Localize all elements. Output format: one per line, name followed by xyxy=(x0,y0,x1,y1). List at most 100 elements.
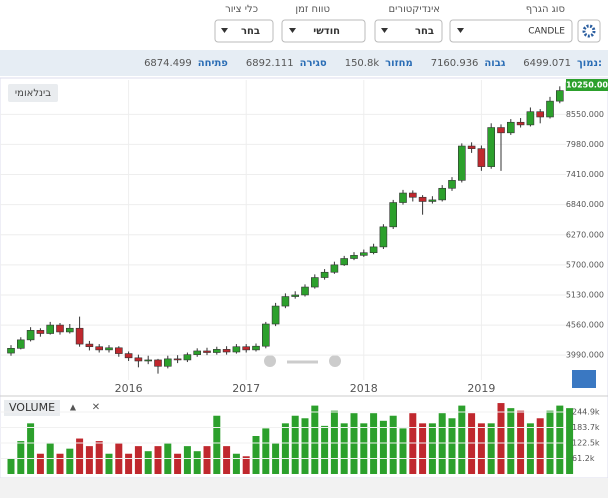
candle-body xyxy=(536,111,545,118)
info-label: נמוך: xyxy=(577,58,602,69)
candle-body xyxy=(252,345,260,351)
dropdown-value: חודשי xyxy=(313,26,340,37)
candle-body xyxy=(418,196,427,202)
dropdown[interactable] xyxy=(449,19,573,43)
volume-bar xyxy=(350,413,358,474)
volume-bar xyxy=(242,456,250,474)
fullscreen-button[interactable] xyxy=(572,370,596,388)
info-label: סגירה xyxy=(300,58,327,69)
y-tick-label: 4560.000 xyxy=(566,321,604,330)
dropdown-value: CANDLE xyxy=(528,27,565,37)
volume-bar xyxy=(105,453,113,474)
candle-body xyxy=(232,346,241,353)
x-tick-label: 2019 xyxy=(467,382,495,395)
arrow xyxy=(457,28,464,33)
dropdown[interactable] xyxy=(374,19,443,43)
volume-bar xyxy=(7,458,15,474)
dropdown[interactable] xyxy=(281,19,366,43)
zoom-out[interactable] xyxy=(264,355,276,367)
volume-bar xyxy=(193,451,201,474)
candle-body xyxy=(320,271,329,278)
x-tick-label: 2018 xyxy=(350,382,378,395)
volume-bar xyxy=(17,441,25,474)
candle-body xyxy=(124,353,133,359)
candle-body xyxy=(389,202,398,228)
label: טווח זמן xyxy=(295,4,330,15)
settings-button[interactable] xyxy=(577,19,601,43)
volume-bar xyxy=(330,410,338,474)
label: כלי ציור xyxy=(225,4,258,15)
candle-body xyxy=(369,246,378,254)
candle-body xyxy=(261,323,270,347)
volume-bar xyxy=(399,428,407,474)
info-value: 6892.111 xyxy=(246,58,294,69)
volume-bar xyxy=(468,413,476,474)
candle-body xyxy=(448,180,456,189)
volume-bar xyxy=(428,423,436,474)
zoom-in[interactable] xyxy=(329,355,341,367)
volume-bar xyxy=(546,410,554,474)
volume-bar xyxy=(125,453,133,474)
volume-bar xyxy=(497,403,505,474)
volume-bar xyxy=(281,423,289,474)
volume-bar xyxy=(27,423,35,474)
volume-bar xyxy=(458,405,466,474)
candle-body xyxy=(379,226,388,248)
dropdown[interactable] xyxy=(214,19,274,43)
volume-bar xyxy=(419,423,427,474)
candle-body xyxy=(487,127,496,167)
y-tick-label: 5700.000 xyxy=(566,260,604,269)
volume-bar xyxy=(536,418,544,474)
candle-body xyxy=(281,296,290,307)
volume-bar xyxy=(566,408,574,474)
x-tick-label: 2016 xyxy=(115,382,143,395)
volume-bar xyxy=(487,423,495,474)
volume-bar xyxy=(85,446,93,474)
info-bar xyxy=(0,50,608,76)
y-tick-label: 6840.000 xyxy=(566,200,604,209)
candle-body xyxy=(16,339,25,349)
candle-body xyxy=(7,348,15,354)
candle-body xyxy=(95,346,103,351)
candle-body xyxy=(134,357,143,362)
volume-bar xyxy=(311,405,319,474)
candle-body xyxy=(173,358,182,361)
candle-body xyxy=(271,305,280,325)
y-tick-label: 5130.000 xyxy=(566,290,604,299)
arrow xyxy=(221,28,228,33)
candle-body xyxy=(526,111,535,126)
info-value: 150.8k xyxy=(345,58,380,69)
volume-bar xyxy=(340,423,348,474)
candle-body xyxy=(438,187,447,201)
candle-body xyxy=(428,199,437,202)
candle-body xyxy=(301,286,309,296)
close-volume[interactable]: ✕ xyxy=(92,402,100,413)
last-price-tag xyxy=(566,79,608,91)
arrow xyxy=(289,28,296,33)
candle-body xyxy=(75,327,84,345)
candle-body xyxy=(115,347,123,354)
plot-frame xyxy=(0,77,608,479)
candle-body xyxy=(399,192,407,203)
label: סוג הגרף xyxy=(526,4,565,15)
gear-icon xyxy=(582,24,596,38)
volume-bar xyxy=(360,423,368,474)
volume-bar xyxy=(95,441,103,474)
y-tick-label: 8550.000 xyxy=(566,110,604,119)
candle-body xyxy=(359,252,368,256)
candle-body xyxy=(457,145,466,181)
info-value: 7160.936 xyxy=(431,58,479,69)
candle-body xyxy=(330,264,339,273)
candle-body xyxy=(105,347,113,351)
volume-bar xyxy=(379,420,387,474)
dropdown-value: בחר xyxy=(415,26,434,37)
volume-bar xyxy=(517,410,525,474)
volume-bar xyxy=(409,413,417,474)
scale-button[interactable] xyxy=(8,84,58,102)
move-up[interactable]: ▲ xyxy=(70,403,77,412)
candle-body xyxy=(26,330,35,341)
volume-bar xyxy=(134,446,142,474)
volume-bar xyxy=(213,415,221,474)
volume-bar xyxy=(438,413,446,474)
